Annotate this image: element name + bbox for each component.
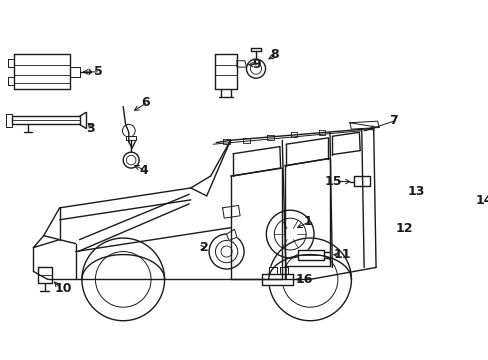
- Text: 16: 16: [295, 273, 312, 286]
- Text: 7: 7: [389, 114, 398, 127]
- Polygon shape: [222, 206, 240, 218]
- Polygon shape: [298, 250, 324, 260]
- Polygon shape: [318, 130, 325, 135]
- Text: 15: 15: [324, 175, 341, 188]
- Text: 6: 6: [141, 96, 150, 109]
- Polygon shape: [214, 54, 237, 89]
- Text: 12: 12: [395, 222, 412, 235]
- Polygon shape: [268, 267, 276, 274]
- Polygon shape: [8, 77, 14, 85]
- Polygon shape: [243, 138, 249, 143]
- Text: 4: 4: [139, 164, 147, 177]
- Polygon shape: [8, 59, 14, 67]
- Text: 5: 5: [94, 66, 102, 78]
- Polygon shape: [70, 67, 80, 77]
- Polygon shape: [441, 234, 454, 240]
- Polygon shape: [12, 116, 80, 124]
- Polygon shape: [425, 224, 454, 234]
- Polygon shape: [349, 121, 379, 129]
- Text: 8: 8: [270, 48, 278, 61]
- Polygon shape: [456, 196, 472, 206]
- Polygon shape: [6, 114, 12, 127]
- Polygon shape: [237, 61, 246, 67]
- Polygon shape: [353, 176, 369, 186]
- Polygon shape: [290, 132, 297, 137]
- Polygon shape: [126, 136, 136, 140]
- Polygon shape: [428, 192, 448, 208]
- Text: 13: 13: [407, 185, 425, 198]
- Text: 9: 9: [252, 58, 261, 71]
- Polygon shape: [266, 135, 273, 140]
- Polygon shape: [223, 139, 229, 144]
- Polygon shape: [14, 54, 70, 89]
- Polygon shape: [38, 267, 52, 283]
- Text: 2: 2: [199, 241, 208, 254]
- Text: 10: 10: [54, 282, 71, 294]
- Text: 1: 1: [303, 215, 312, 228]
- Text: 3: 3: [86, 122, 94, 135]
- Polygon shape: [262, 274, 292, 285]
- Polygon shape: [279, 267, 287, 274]
- Text: 11: 11: [333, 248, 351, 261]
- Text: 14: 14: [474, 194, 488, 207]
- Polygon shape: [226, 229, 237, 240]
- Polygon shape: [428, 184, 436, 192]
